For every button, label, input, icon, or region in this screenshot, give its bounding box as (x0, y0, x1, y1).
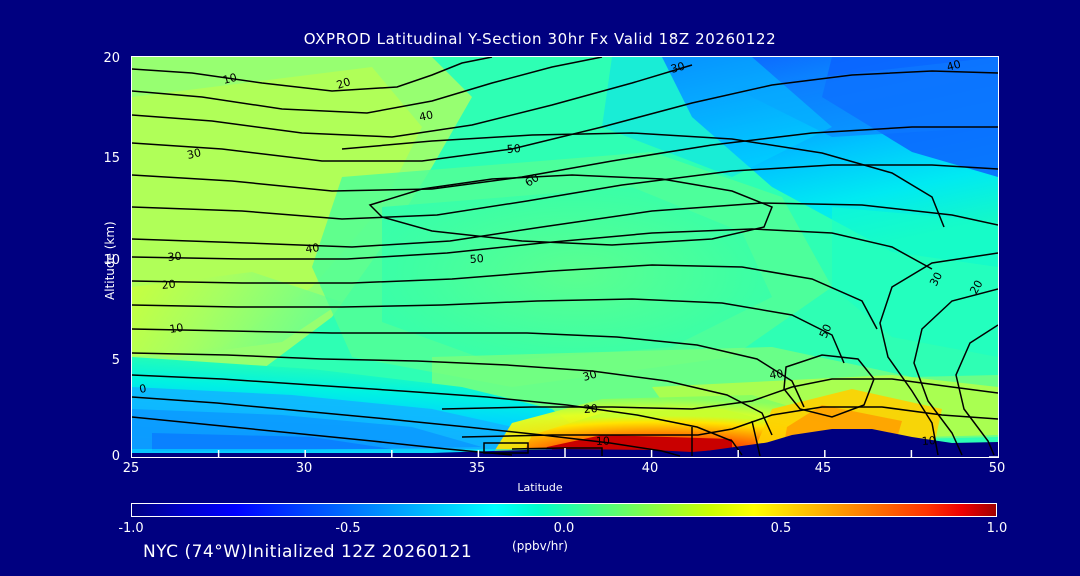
y-tick-label: 10 (103, 253, 120, 268)
contour-label: 20 (335, 75, 352, 92)
colorbar-tick-label: 0.5 (770, 521, 792, 536)
x-tick-label: 35 (468, 461, 486, 476)
y-tick-label: 20 (103, 51, 120, 66)
contour-label: 50 (469, 252, 484, 266)
contour-label: 30 (167, 250, 182, 264)
colorbar-tick-label: -1.0 (118, 521, 144, 536)
contour-label: 30 (186, 146, 203, 162)
contour-label: 40 (305, 241, 321, 256)
contour-label: 20 (583, 402, 598, 416)
chart-title: OXPROD Latitudinal Y-Section 30hr Fx Val… (303, 30, 777, 48)
contour-label: 30 (581, 368, 598, 384)
contour-label: 30 (669, 60, 686, 76)
y-axis-label: Altitude (km) (103, 221, 117, 300)
contour-label: 30 (927, 270, 945, 288)
colorbar (131, 503, 997, 517)
colorbar-tick-label: 1.0 (986, 521, 1008, 536)
contour-label: 50 (817, 322, 835, 340)
x-tick-label: 50 (988, 461, 1006, 476)
contour-label: 40 (418, 108, 434, 124)
contour-label: 50 (506, 142, 521, 156)
x-tick-label: 30 (295, 461, 313, 476)
contour-label: 60 (523, 171, 542, 189)
contour-label: 10 (921, 434, 936, 448)
contour-label: 40 (769, 367, 785, 382)
colorbar-tick-label: 0.0 (553, 521, 575, 536)
contour-label: 10 (169, 321, 185, 336)
contour-label: 10 (596, 435, 610, 448)
contour-label: 20 (967, 278, 985, 297)
contour-label: 0 (138, 382, 147, 396)
x-tick-label: 45 (814, 461, 832, 476)
x-tick-label: 25 (122, 461, 140, 476)
contour-label: 10 (222, 71, 239, 87)
x-axis-label: Latitude (517, 481, 563, 494)
plot-area: 10 20 30 40 30 40 50 60 30 40 50 50 30 2… (131, 56, 999, 458)
y-tick-label: 0 (111, 449, 120, 464)
colorbar-tick-label: -0.5 (335, 521, 361, 536)
y-tick-label: 15 (103, 151, 120, 166)
contour-label: 40 (945, 58, 962, 74)
colorbar-units-label: (ppbv/hr) (512, 539, 568, 553)
contour-label: 20 (161, 278, 176, 292)
contour-field-svg: 10 20 30 40 30 40 50 60 30 40 50 50 30 2… (132, 57, 998, 457)
chart-caption: NYC (74°W)Initialized 12Z 20260121 (143, 542, 473, 562)
y-tick-label: 5 (111, 353, 120, 368)
x-tick-label: 40 (641, 461, 659, 476)
plot-canvas: 10 20 30 40 30 40 50 60 30 40 50 50 30 2… (132, 57, 998, 457)
